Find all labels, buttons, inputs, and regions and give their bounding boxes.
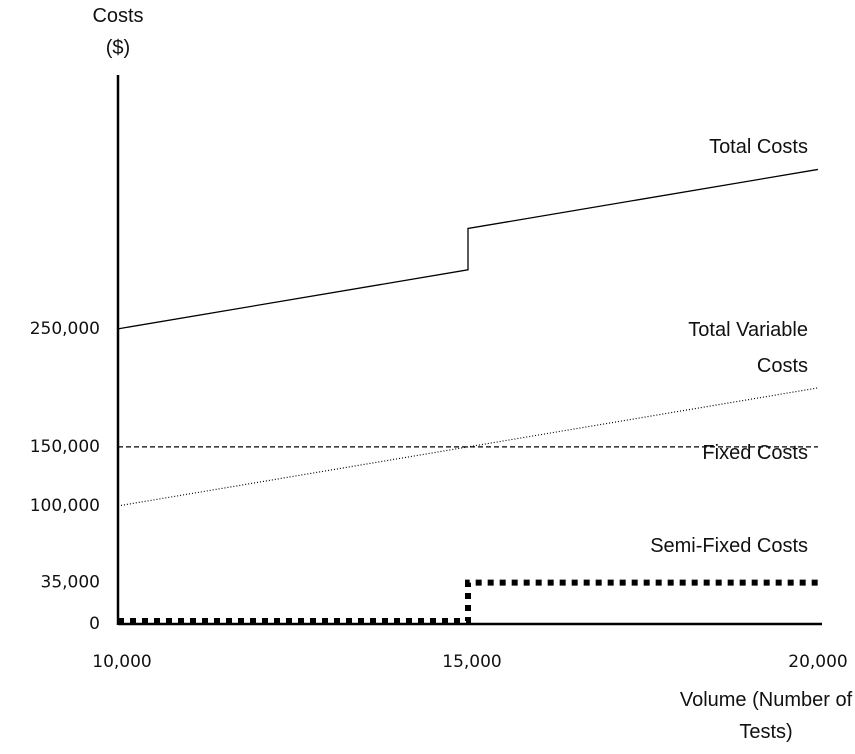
series-label: Total Variable Costs: [688, 319, 808, 377]
y-axis-title: Costs ($): [92, 5, 144, 59]
series-line: [117, 387, 819, 507]
x-tick-label: 10,000: [92, 652, 151, 672]
y-tick-label: 35,000: [41, 573, 100, 593]
x-tick-label: 20,000: [788, 652, 847, 672]
y-tick-label: 0: [89, 614, 100, 634]
series-label: Fixed Costs: [702, 442, 808, 464]
x-tick-label: 15,000: [442, 652, 501, 672]
y-tick-label: 100,000: [30, 496, 100, 516]
series-line: [118, 579, 818, 624]
series-label: Semi-Fixed Costs: [650, 535, 808, 557]
y-tick-label: 150,000: [30, 437, 100, 457]
y-tick-label: 250,000: [30, 319, 100, 339]
x-axis-title: Volume (Number of Tests): [679, 689, 853, 743]
series-label: Total Costs: [709, 136, 808, 158]
series-line: [117, 168, 819, 330]
